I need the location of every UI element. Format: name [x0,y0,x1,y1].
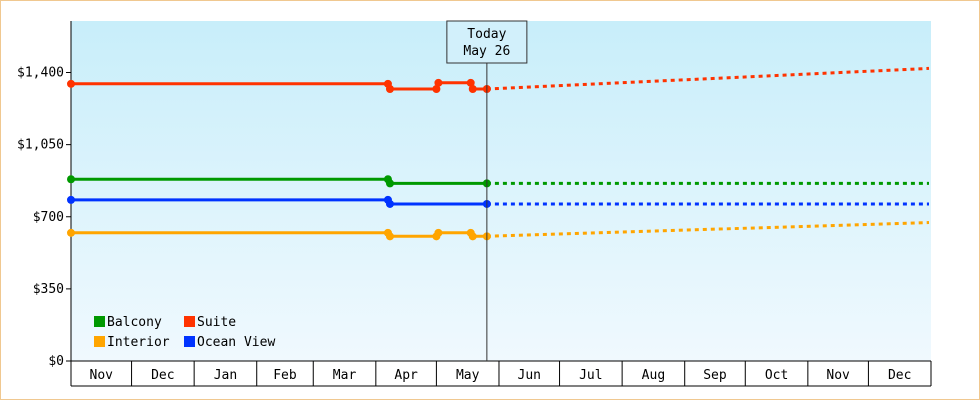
x-month-label: May [456,368,480,383]
x-month-label: Mar [333,368,357,383]
legend-item: Interior [94,335,170,350]
data-point [468,85,477,93]
x-month-label: Dec [151,368,174,383]
x-month-label: Jun [518,368,541,383]
legend-label: Suite [197,315,236,330]
series-ocean-view [67,195,929,208]
x-month-label: Aug [642,368,665,383]
x-month-label: Oct [765,368,788,383]
data-point [67,195,75,204]
legend-label: Balcony [107,315,162,330]
today-box [446,20,528,64]
legend-swatch [184,316,195,327]
data-point [385,85,394,93]
y-axis: $0 $350 $700 $1,050 $1,400 [17,21,72,369]
data-point [432,85,441,93]
x-axis: Nov Dec Jan Feb Mar Apr May Jun Jul Aug Sep Oct Nov D… [70,360,932,387]
x-month-label: Jul [579,368,602,383]
legend-label: Interior [107,335,170,350]
legend-item: Balcony [94,315,162,330]
data-point [468,232,477,241]
data-point [385,232,394,241]
x-month-label: Feb [273,368,297,383]
data-point [434,78,443,87]
legend-swatch [184,336,195,347]
x-month-label: Sep [703,368,727,383]
x-month-label: Apr [394,368,418,383]
data-point [466,78,475,87]
series-forecast-line [486,221,930,238]
today-marker: Today May 26 [446,20,528,361]
legend: Balcony Suite Interior Ocean View [94,315,275,350]
series-suite [67,66,930,93]
today-date: May 26 [463,44,510,59]
series-forecast-line [486,66,930,91]
y-tick-label: $0 [48,354,64,369]
x-month-label: Dec [888,368,911,383]
plot-background [71,21,931,361]
today-label: Today [467,27,506,42]
x-month-label: Jan [214,368,237,383]
data-point [67,228,75,237]
legend-item: Ocean View [184,335,275,350]
legend-swatch [94,336,105,347]
series-layer [67,66,930,241]
x-month-label: Nov [90,368,114,383]
data-point [67,79,75,88]
data-point [385,199,394,208]
y-tick-label: $1,400 [17,66,64,81]
y-tick-label: $1,050 [17,138,64,153]
data-point [434,228,443,237]
y-tick-label: $350 [33,282,64,297]
legend-label: Ocean View [197,335,275,350]
data-point [67,175,75,184]
x-month-label: Nov [826,368,850,383]
legend-item: Suite [184,315,236,330]
y-tick-label: $700 [33,210,64,225]
data-point [385,179,394,188]
legend-swatch [94,316,105,327]
